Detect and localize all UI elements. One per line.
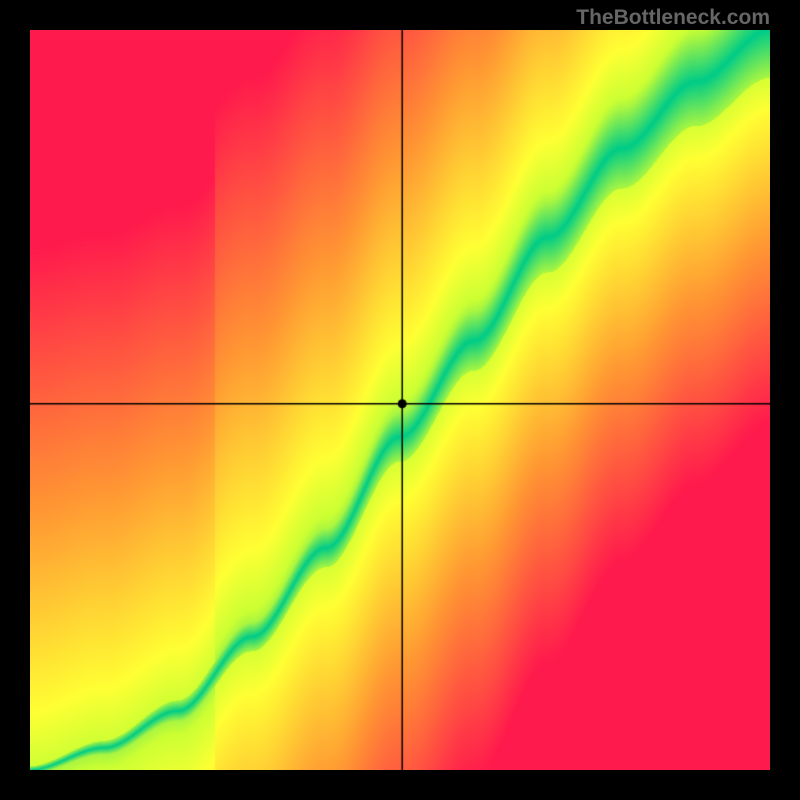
watermark-text: TheBottleneck.com bbox=[576, 6, 770, 30]
heatmap-canvas bbox=[30, 30, 770, 770]
plot-area bbox=[30, 30, 770, 770]
chart-container: TheBottleneck.com bbox=[0, 0, 800, 800]
